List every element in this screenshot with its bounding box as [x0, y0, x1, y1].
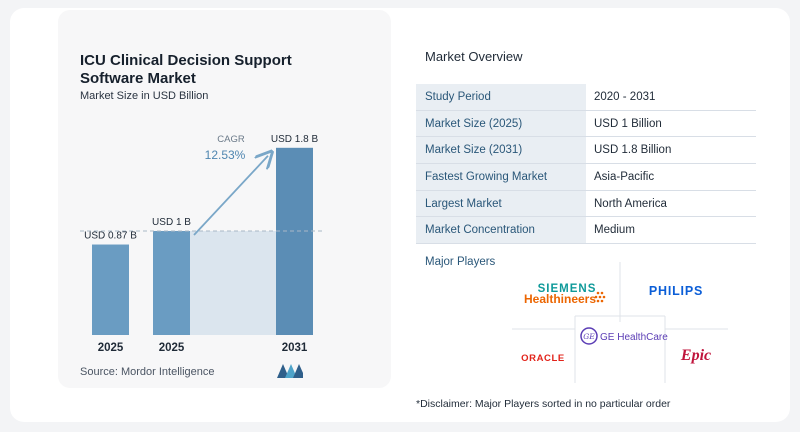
x-tick-label: 2025	[159, 342, 185, 354]
cagr-label: CAGR	[217, 134, 245, 145]
x-tick-label: 2031	[282, 342, 308, 354]
bar	[276, 147, 313, 335]
major-players-label: Major Players	[425, 256, 496, 268]
bar	[92, 244, 129, 335]
overview-row-label: Fastest Growing Market	[416, 164, 586, 190]
overview-row-value: USD 1.8 Billion	[594, 144, 672, 157]
cagr-arrow	[193, 156, 268, 236]
overview-row: Largest Market North America	[416, 190, 756, 218]
overview-row-value: 2020 - 2031	[594, 91, 656, 103]
overview-row-value: USD 1 Billion	[594, 117, 662, 130]
overview-row-label: Study Period	[416, 84, 586, 110]
data-label: USD 1.8 B	[271, 134, 319, 145]
data-label: USD 1 B	[152, 217, 191, 228]
chart-subtitle: Market Size in USD Billion	[80, 90, 209, 102]
overview-row-label: Market Size (2025)	[416, 110, 586, 137]
chart-source: Source: Mordor Intelligence	[80, 366, 215, 378]
overview-row-label: Market Size (2031)	[416, 137, 586, 164]
data-label: USD 0.87 B	[84, 231, 137, 242]
overview-row: Fastest Growing Market Asia-Pacific	[416, 164, 756, 191]
market-overview-table: Study Period 2020 - 2031 Market Size (20…	[416, 84, 756, 245]
overview-row: Market Size (2031) USD 1.8 Billion	[416, 137, 756, 165]
x-tick-label: 2025	[98, 342, 124, 354]
mordor-intelligence-logo	[277, 364, 303, 378]
overview-row: Market Size (2025) USD 1 Billion	[416, 110, 756, 138]
overview-row-label: Market Concentration	[416, 217, 586, 244]
cagr-value: 12.53%	[205, 148, 246, 162]
overview-row: Study Period 2020 - 2031	[416, 84, 756, 111]
chart-title: ICU Clinical Decision Support Software M…	[80, 52, 292, 87]
overview-row-value: Asia-Pacific	[594, 171, 655, 184]
overview-row: Market Concentration Medium	[416, 217, 756, 245]
overview-row-value: North America	[594, 197, 667, 210]
overview-row-value: Medium	[594, 224, 635, 237]
disclaimer-text: *Disclaimer: Major Players sorted in no …	[416, 398, 671, 410]
market-overview-title: Market Overview	[425, 49, 523, 64]
overview-row-label: Largest Market	[416, 190, 586, 217]
bar	[153, 231, 190, 335]
